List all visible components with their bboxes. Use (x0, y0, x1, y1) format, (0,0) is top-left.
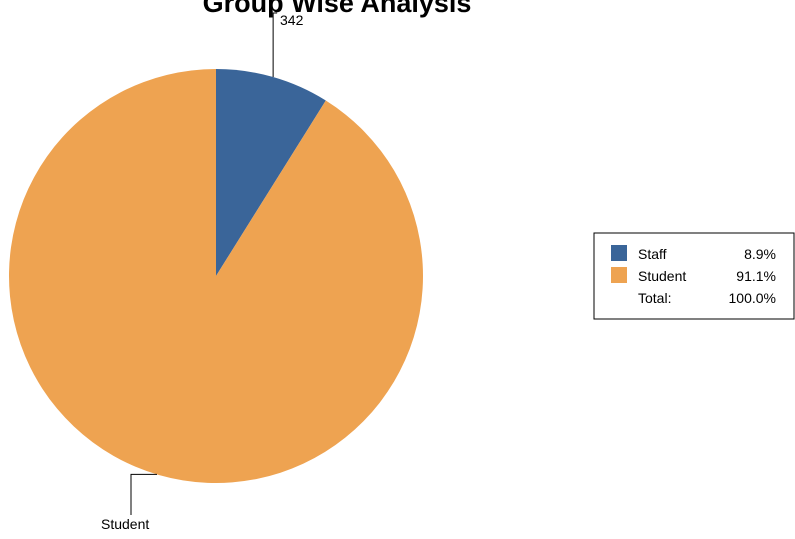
legend: Staff 8.9% Student 91.1% Total: 100.0% (593, 232, 795, 320)
legend-box (593, 232, 795, 320)
chart-title: Group Wise Analysis (203, 0, 472, 18)
leader-line-staff (272, 12, 278, 78)
leader-lines (130, 12, 278, 515)
leader-line-student (130, 473, 157, 515)
legend-total-label: Total: (638, 290, 671, 306)
legend-total-value: 100.0% (729, 290, 776, 306)
pie-slice-student (9, 69, 424, 483)
legend-label-student: Student (638, 268, 686, 284)
legend-percent-staff: 8.9% (744, 246, 776, 262)
legend-label-staff: Staff (638, 246, 667, 262)
pie-slice-staff (216, 69, 326, 276)
data-label-student: Student (101, 516, 149, 532)
legend-swatch-staff (611, 245, 627, 261)
slices-layer (9, 69, 424, 483)
legend-swatch-student (611, 267, 627, 283)
legend-percent-student: 91.1% (736, 268, 776, 284)
data-label-staff: 342 (280, 12, 304, 28)
